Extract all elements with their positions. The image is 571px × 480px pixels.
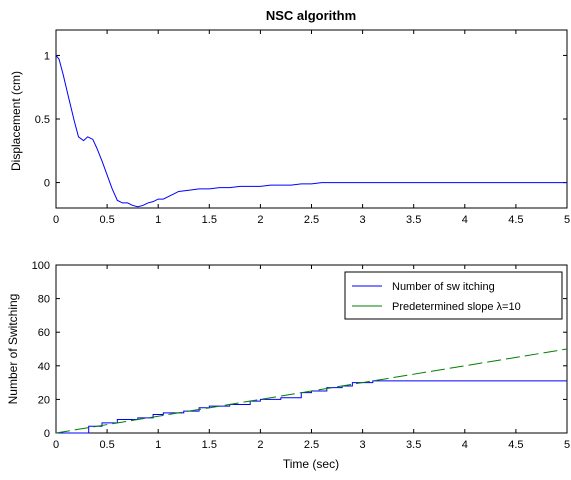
x-tick-label: 1.5	[202, 439, 217, 451]
legend: Number of sw itching Predetermined slope…	[344, 271, 563, 320]
x-tick-label: 3	[360, 214, 366, 226]
top-ticks: 0 0.5 1 1.5 2 2.5 3 3.5 4 4.5 5 0 0.5 1	[35, 30, 570, 226]
x-tick-label: 4.5	[508, 439, 523, 451]
y-tick-label: 80	[38, 294, 50, 306]
x-tick-label: 4	[462, 439, 468, 451]
x-tick-label: 1	[155, 214, 161, 226]
bottom-ticks: 0 0.5 1 1.5 2 2.5 3 3.5 4 4.5 5 0 20 40 60 80 100	[32, 260, 570, 451]
x-axis-label: Time (sec)	[283, 457, 339, 471]
legend-label-slope: Predetermined slope λ=10	[392, 301, 521, 313]
x-tick-label: 3.5	[406, 439, 421, 451]
x-tick-label: 3.5	[406, 214, 421, 226]
y-tick-label: 20	[38, 394, 50, 406]
top-series	[55, 55, 567, 208]
x-tick-label: 1.5	[202, 214, 217, 226]
legend-box	[344, 271, 563, 320]
switching-plot: Number of Switching Time (sec) 0 0.5 1 1.5 2…	[6, 260, 570, 471]
y-tick-label: 40	[38, 361, 50, 373]
y-tick-label: 100	[32, 260, 50, 272]
y-tick-label: 0	[44, 178, 50, 190]
x-tick-label: 3	[360, 439, 366, 451]
x-tick-label: 0	[53, 214, 59, 226]
y-axis-label: Number of Switching	[6, 294, 20, 405]
x-tick-label: 2	[257, 439, 263, 451]
x-tick-label: 1	[155, 439, 161, 451]
bottom-series	[55, 348, 568, 434]
y-tick-label: 60	[38, 327, 50, 339]
x-tick-label: 5	[564, 439, 570, 451]
x-tick-label: 0	[53, 439, 59, 451]
y-tick-label: 0	[44, 428, 50, 440]
x-tick-label: 5	[564, 214, 570, 226]
x-tick-label: 2.5	[304, 439, 319, 451]
legend-label-switching: Number of sw itching	[392, 281, 495, 293]
x-tick-label: 4.5	[508, 214, 523, 226]
plot-title: NSC algorithm	[266, 8, 356, 23]
y-axis-label: Displacement (cm)	[9, 71, 23, 171]
y-tick-label: 0.5	[35, 114, 50, 126]
x-tick-label: 0.5	[99, 214, 114, 226]
x-tick-label: 2.5	[304, 214, 319, 226]
x-tick-label: 0.5	[99, 439, 114, 451]
x-tick-label: 2	[257, 214, 263, 226]
plot-area	[55, 29, 568, 209]
x-tick-label: 4	[462, 214, 468, 226]
series-line-displacement	[55, 55, 567, 208]
displacement-plot: NSC algorithm Displacement (cm) 0 0.5 1 1.5…	[9, 8, 570, 226]
series-line-slope	[55, 348, 568, 434]
y-tick-label: 1	[44, 50, 50, 62]
